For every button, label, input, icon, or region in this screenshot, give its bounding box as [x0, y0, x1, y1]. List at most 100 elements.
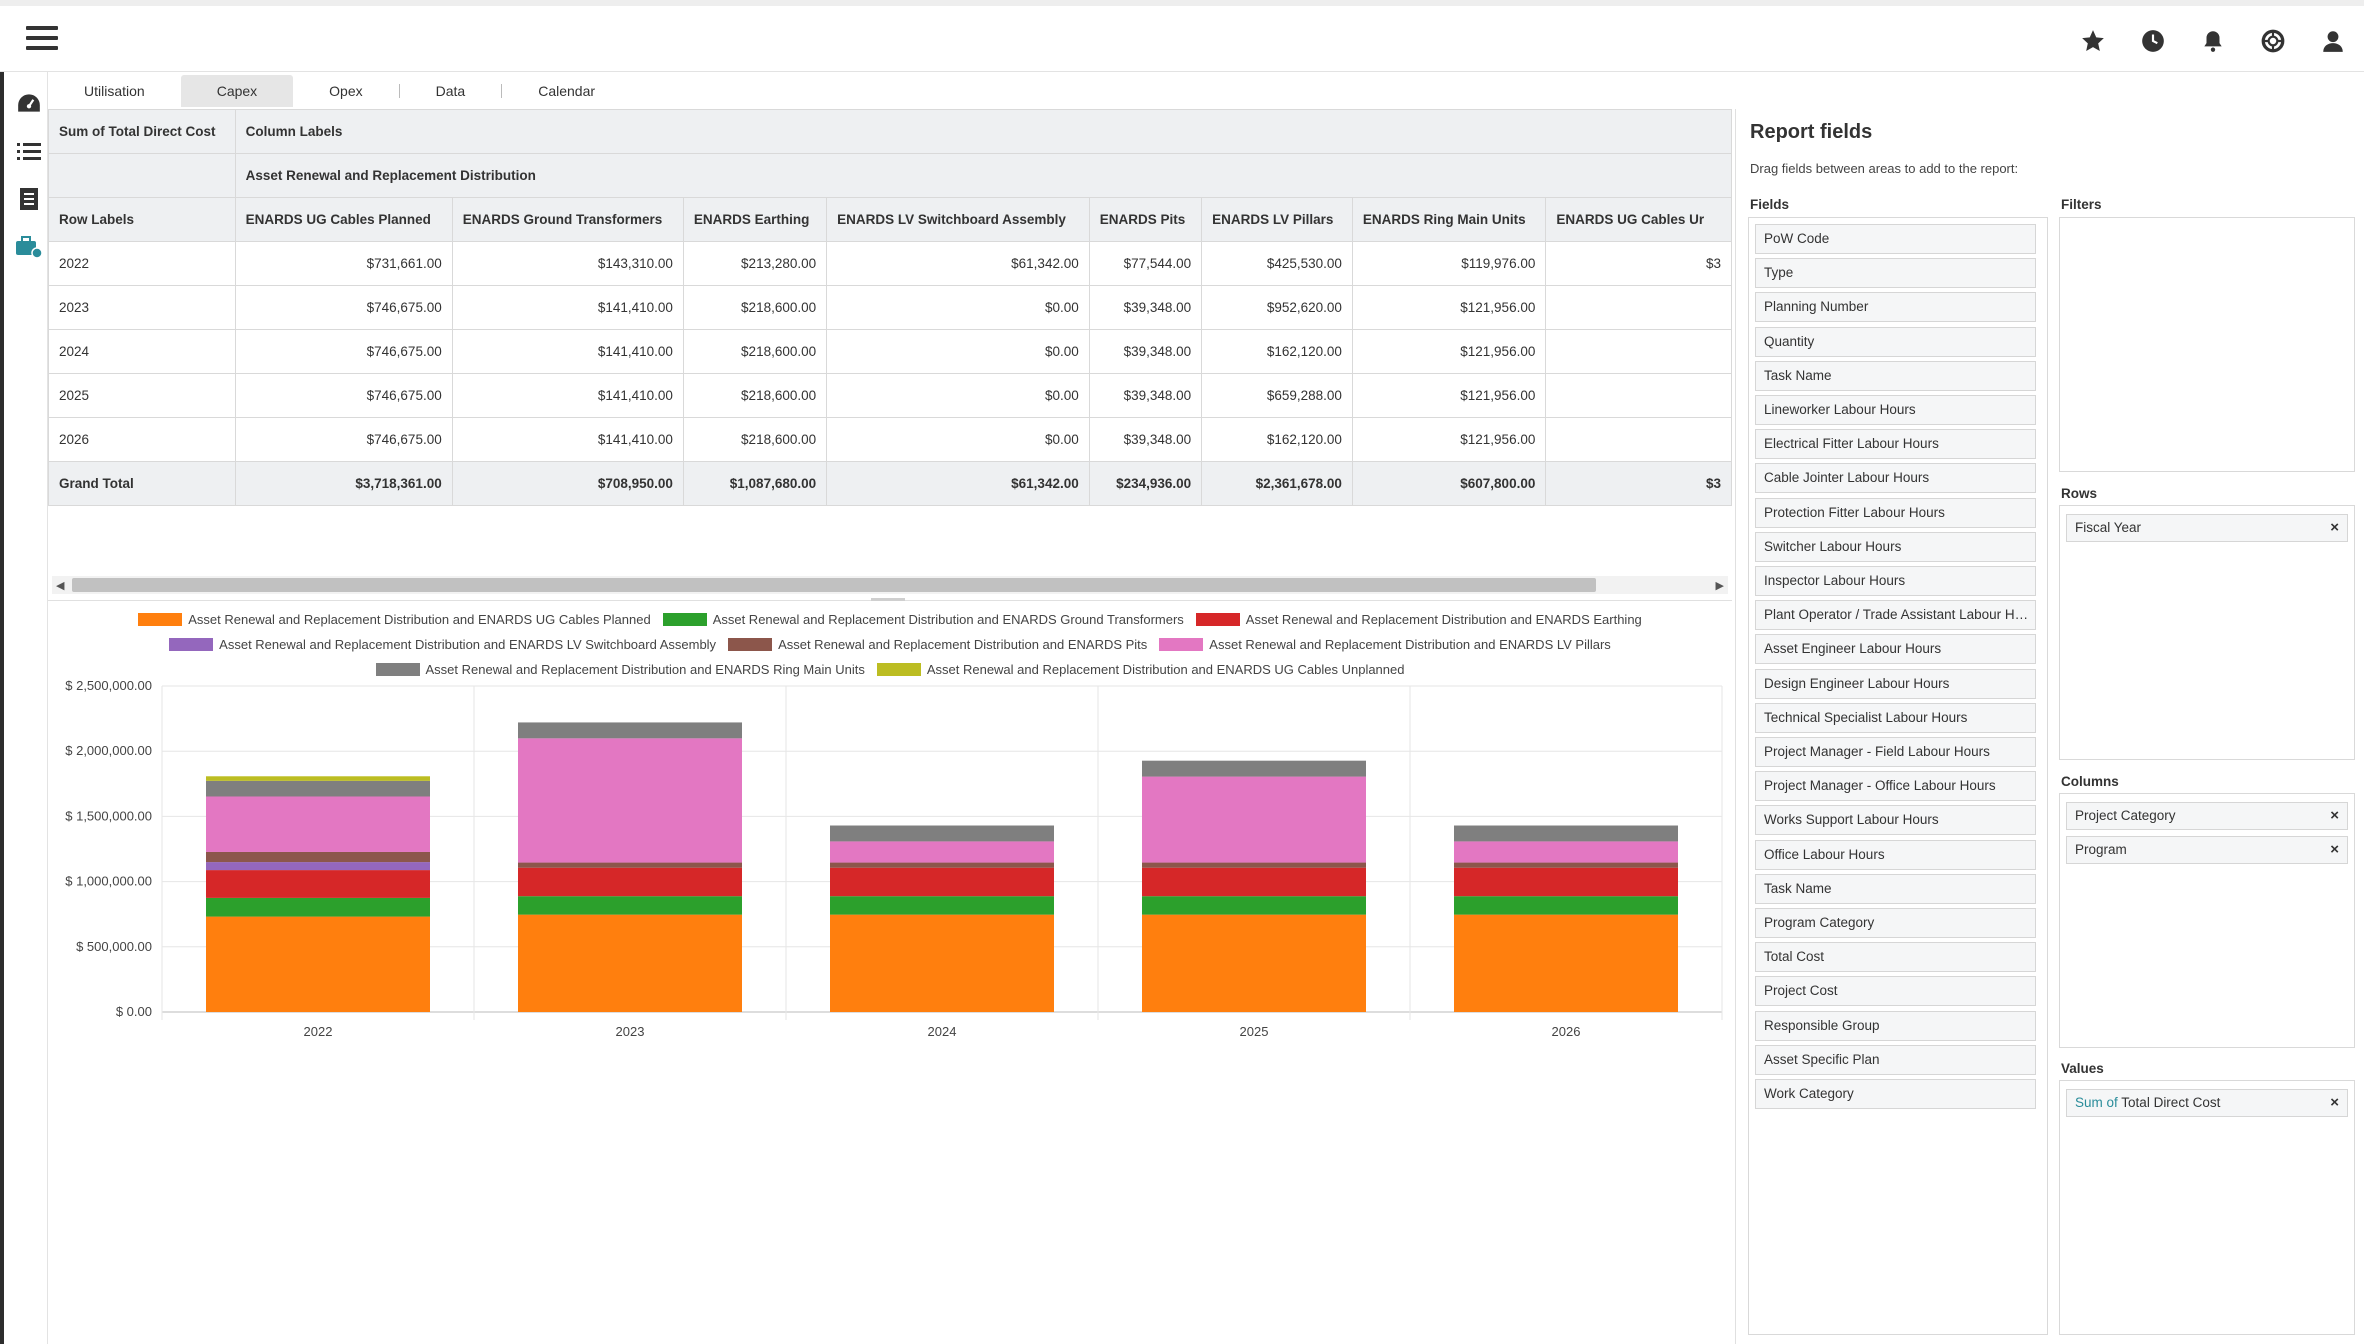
cell-value[interactable]: $3	[1545, 241, 1732, 286]
briefcase-icon[interactable]	[14, 232, 44, 262]
bar-segment[interactable]	[1454, 841, 1678, 863]
bar-segment[interactable]	[1454, 867, 1678, 897]
scroll-right-icon[interactable]: ▶	[1715, 580, 1724, 592]
field-item[interactable]: Inspector Labour Hours	[1755, 566, 2036, 596]
remove-icon[interactable]: ×	[2330, 519, 2339, 536]
cell-value[interactable]: $218,600.00	[682, 373, 828, 418]
field-item[interactable]: Quantity	[1755, 326, 2036, 357]
scrollbar-thumb[interactable]	[72, 578, 1596, 592]
bar-segment[interactable]	[206, 851, 430, 863]
cell-value[interactable]	[1545, 329, 1732, 374]
cell-value[interactable]: $121,956.00	[1351, 285, 1547, 330]
total-value[interactable]: $1,087,680.00	[682, 461, 828, 506]
cell-value[interactable]: $141,410.00	[451, 417, 684, 462]
bar-segment[interactable]	[1454, 896, 1678, 915]
field-item[interactable]: Project Manager - Field Labour Hours	[1755, 737, 2036, 767]
bar-segment[interactable]	[518, 862, 742, 868]
cell-value[interactable]: $746,675.00	[234, 373, 453, 418]
legend-item[interactable]: Asset Renewal and Replacement Distributi…	[876, 662, 1404, 677]
bar-segment[interactable]	[206, 796, 430, 852]
total-value[interactable]: $708,950.00	[451, 461, 684, 506]
hamburger-icon[interactable]	[26, 26, 58, 54]
field-item[interactable]: Program Category	[1755, 908, 2036, 938]
bar-segment[interactable]	[518, 867, 742, 897]
bar-segment[interactable]	[830, 841, 1054, 863]
cell-value[interactable]: $121,956.00	[1351, 417, 1547, 462]
field-item[interactable]: Electrical Fitter Labour Hours	[1755, 429, 2036, 460]
bar-segment[interactable]	[830, 914, 1054, 1012]
cell-value[interactable]	[1545, 373, 1732, 418]
scroll-left-icon[interactable]: ◀	[56, 580, 65, 592]
bar-segment[interactable]	[206, 862, 430, 871]
splitter-grip[interactable]	[871, 598, 905, 601]
bar-segment[interactable]	[1454, 862, 1678, 868]
clock-icon[interactable]	[2136, 24, 2170, 58]
values-drop-area[interactable]: Sum of Total Direct Cost ×	[2059, 1080, 2355, 1335]
field-item[interactable]: Office Labour Hours	[1755, 839, 2036, 870]
cell-value[interactable]: $218,600.00	[682, 329, 828, 374]
column-header[interactable]: ENARDS LV Pillars	[1201, 197, 1353, 242]
legend-item[interactable]: Asset Renewal and Replacement Distributi…	[375, 662, 865, 677]
bar-segment[interactable]	[206, 780, 430, 797]
cell-value[interactable]: $659,288.00	[1201, 373, 1353, 418]
bar-segment[interactable]	[1142, 896, 1366, 915]
legend-item[interactable]: Asset Renewal and Replacement Distributi…	[138, 612, 651, 627]
cell-value[interactable]: $121,956.00	[1351, 373, 1547, 418]
user-icon[interactable]	[2316, 24, 2350, 58]
column-header[interactable]: ENARDS Pits	[1088, 197, 1203, 242]
row-label[interactable]: 2025	[48, 373, 236, 418]
cell-value[interactable]: $746,675.00	[234, 329, 453, 374]
lifebuoy-icon[interactable]	[2256, 24, 2290, 58]
legend-item[interactable]: Asset Renewal and Replacement Distributi…	[662, 612, 1184, 627]
cell-value[interactable]: $162,120.00	[1201, 417, 1353, 462]
cell-value[interactable]: $39,348.00	[1088, 329, 1203, 374]
tab-opex[interactable]: Opex	[329, 83, 363, 99]
bar-segment[interactable]	[206, 897, 430, 917]
legend-item[interactable]: Asset Renewal and Replacement Distributi…	[1195, 612, 1642, 627]
legend-item[interactable]: Asset Renewal and Replacement Distributi…	[169, 637, 716, 652]
total-value[interactable]: $3,718,361.00	[234, 461, 453, 506]
bar-segment[interactable]	[518, 896, 742, 915]
rows-chip-fiscal-year[interactable]: Fiscal Year ×	[2066, 514, 2348, 542]
cell-value[interactable]: $731,661.00	[234, 241, 453, 286]
row-label[interactable]: 2024	[48, 329, 236, 374]
pane-splitter[interactable]	[48, 598, 1732, 606]
cell-value[interactable]: $0.00	[826, 417, 1090, 462]
cell-value[interactable]: $746,675.00	[234, 417, 453, 462]
column-labels-header[interactable]: Column Labels	[234, 109, 1732, 154]
cell-value[interactable]: $425,530.00	[1201, 241, 1353, 286]
cell-value[interactable]: $0.00	[826, 329, 1090, 374]
field-item[interactable]: Work Category	[1755, 1079, 2036, 1109]
group-header[interactable]: Asset Renewal and Replacement Distributi…	[234, 153, 1732, 198]
bell-icon[interactable]	[2196, 24, 2230, 58]
cell-value[interactable]: $121,956.00	[1351, 329, 1547, 374]
field-item[interactable]: PoW Code	[1755, 224, 2036, 254]
cell-value[interactable]: $77,544.00	[1088, 241, 1203, 286]
bar-segment[interactable]	[1454, 825, 1678, 842]
column-header[interactable]: ENARDS LV Switchboard Assembly	[826, 197, 1090, 242]
cell-value[interactable]: $39,348.00	[1088, 373, 1203, 418]
field-item[interactable]: Task Name	[1755, 360, 2036, 391]
filters-drop-area[interactable]	[2059, 217, 2355, 472]
tab-utilisation[interactable]: Utilisation	[84, 83, 145, 99]
cell-value[interactable]: $39,348.00	[1088, 417, 1203, 462]
total-value[interactable]: $234,936.00	[1088, 461, 1203, 506]
column-header[interactable]: ENARDS Ring Main Units	[1351, 197, 1547, 242]
field-item[interactable]: Task Name	[1755, 873, 2036, 904]
field-item[interactable]: Project Manager - Office Labour Hours	[1755, 771, 2036, 802]
field-item[interactable]: Design Engineer Labour Hours	[1755, 668, 2036, 699]
field-item[interactable]: Planning Number	[1755, 292, 2036, 323]
cell-value[interactable]: $141,410.00	[451, 285, 684, 330]
star-icon[interactable]	[2076, 24, 2110, 58]
cell-value[interactable]: $141,410.00	[451, 373, 684, 418]
cell-value[interactable]	[1545, 417, 1732, 462]
dashboard-icon[interactable]	[14, 88, 44, 118]
column-header[interactable]: ENARDS UG Cables Planned	[234, 197, 453, 242]
list-icon[interactable]	[14, 136, 44, 166]
cell-value[interactable]: $141,410.00	[451, 329, 684, 374]
cell-value[interactable]: $746,675.00	[234, 285, 453, 330]
field-item[interactable]: Cable Jointer Labour Hours	[1755, 463, 2036, 494]
cell-value[interactable]	[1545, 285, 1732, 330]
bar-segment[interactable]	[518, 738, 742, 863]
column-header[interactable]: ENARDS Earthing	[682, 197, 828, 242]
